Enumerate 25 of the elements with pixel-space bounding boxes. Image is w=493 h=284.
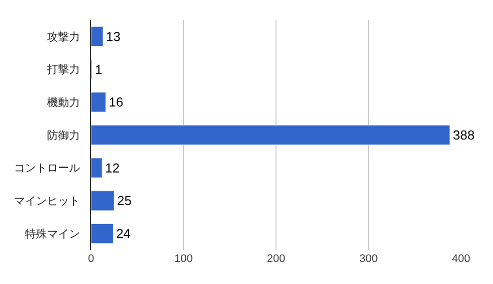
y-tick-label: 機動力 [46, 96, 80, 109]
x-tick-label: 400 [452, 253, 470, 265]
bar [91, 124, 450, 146]
y-tick-label: 打撃力 [46, 63, 80, 76]
y-tick-label: マインヒット [14, 194, 80, 208]
bar [91, 158, 102, 178]
bar [91, 190, 114, 211]
data-label: 12 [105, 160, 120, 176]
x-tick-label: 300 [359, 253, 378, 265]
y-tick-label: 特殊マイン [24, 227, 80, 240]
data-label: 25 [117, 193, 132, 208]
y-tick-label: コントロール [14, 162, 80, 175]
bar [91, 26, 104, 47]
data-label: 16 [108, 94, 124, 110]
data-label: 13 [106, 28, 120, 44]
y-tick-label: 防御力 [46, 128, 80, 142]
y-tick-label: 攻撃力 [46, 30, 80, 44]
x-tick-label: 0 [88, 253, 94, 265]
x-tick-label: 100 [174, 253, 193, 265]
data-label: 1 [94, 62, 102, 77]
data-label: 388 [452, 128, 475, 142]
x-tick-label: 200 [266, 253, 286, 265]
bar [91, 223, 114, 244]
bar [91, 92, 106, 112]
data-label: 24 [116, 226, 131, 242]
